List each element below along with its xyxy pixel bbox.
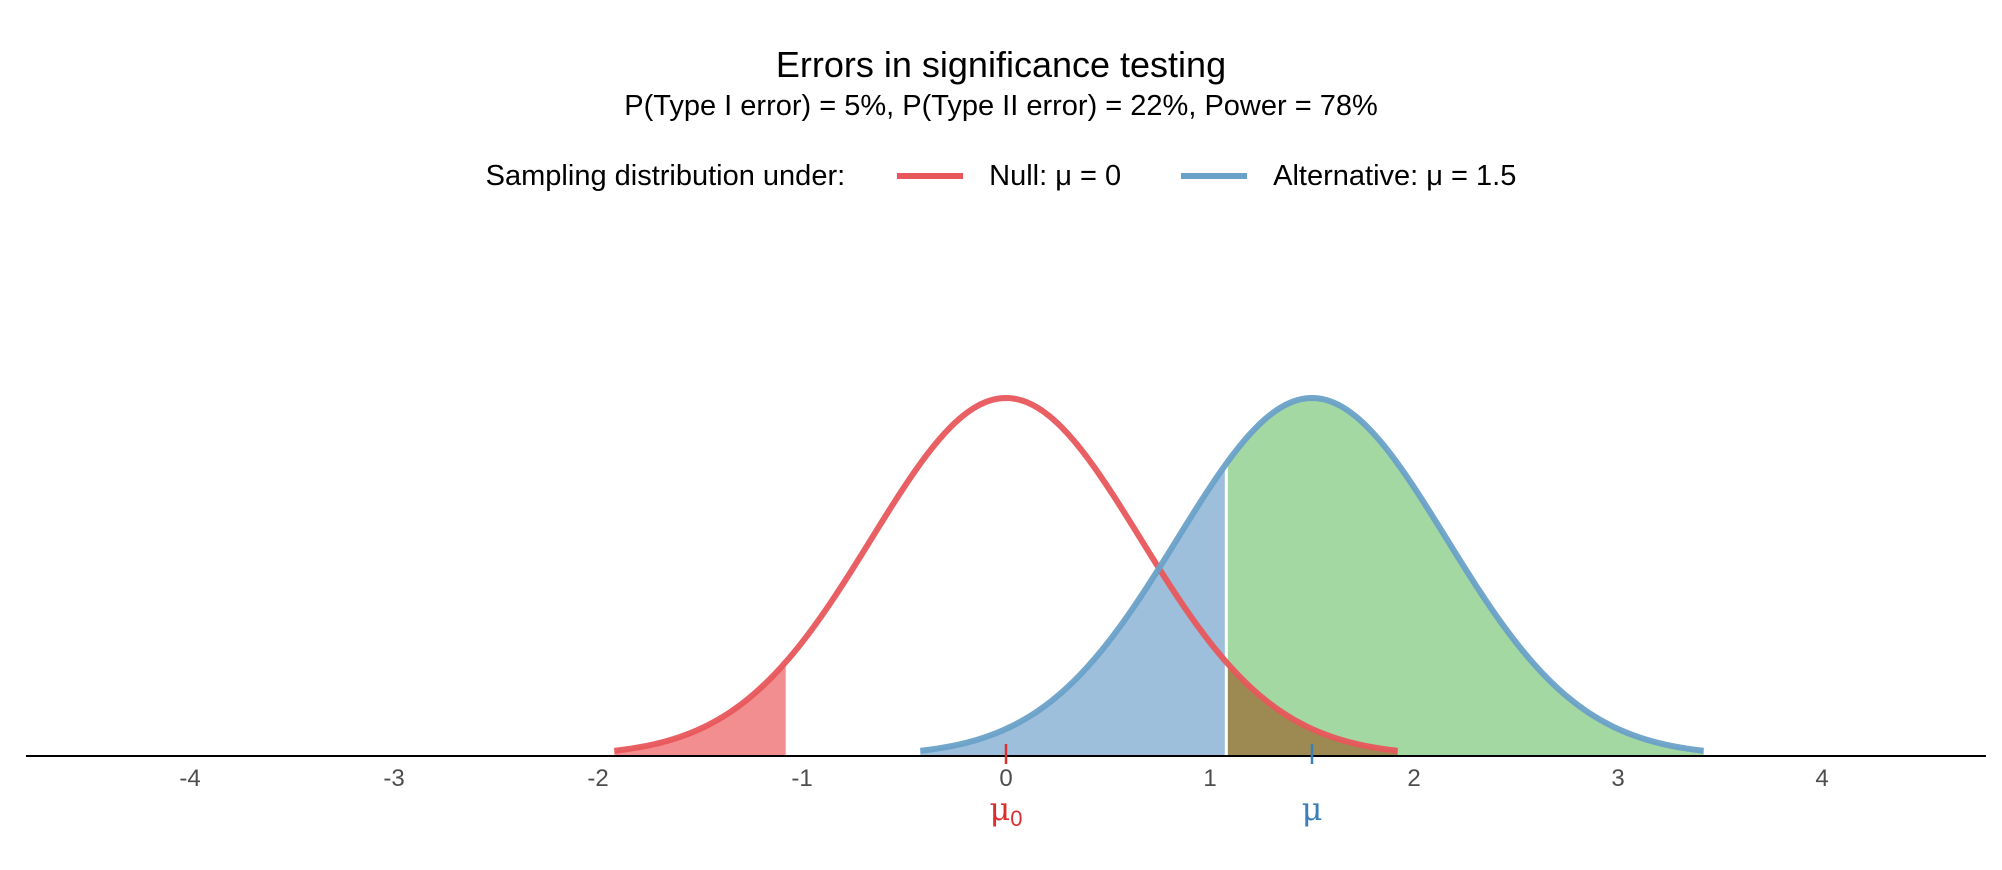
chart-subtitle: P(Type I error) = 5%, P(Type II error) =… [624, 90, 1378, 122]
shaded-region-3 [1226, 398, 1704, 756]
legend-item-null: Null: μ = 0 [897, 160, 1121, 193]
legend-label-alternative: Alternative: μ = 1.5 [1273, 159, 1517, 192]
legend-key-alternative [1181, 173, 1248, 179]
x-tick-label-7: 3 [1611, 765, 1624, 792]
x-tick-label-1: -3 [383, 765, 404, 792]
legend-title: Sampling distribution under: [485, 159, 846, 192]
mean-label-1: μ [1302, 790, 1323, 828]
mean-label-subscript-0: 0 [1010, 806, 1022, 831]
x-tick-label-3: -1 [791, 765, 812, 792]
shaded-region-0 [614, 662, 786, 756]
x-tick-label-6: 2 [1407, 765, 1420, 792]
legend-label-null: Null: μ = 0 [989, 159, 1122, 192]
x-tick-label-0: -4 [179, 765, 200, 792]
series-curve-1 [919, 395, 1705, 754]
shaded-region-2 [920, 463, 1227, 756]
mean-label-0: μ0 [989, 790, 1022, 831]
x-tick-label-4: 0 [999, 765, 1012, 792]
x-tick-label-8: 4 [1815, 765, 1828, 792]
x-tick-label-2: -2 [587, 765, 608, 792]
legend-key-null [897, 173, 964, 179]
legend: Sampling distribution under: Null: μ = 0… [0, 158, 2002, 194]
chart-title: Errors in significance testing [775, 44, 1227, 85]
x-tick-label-5: 1 [1203, 765, 1216, 792]
legend-item-alternative: Alternative: μ = 1.5 [1181, 160, 1516, 193]
series-curve-0 [613, 395, 1399, 754]
shaded-region-1 [1226, 662, 1398, 756]
